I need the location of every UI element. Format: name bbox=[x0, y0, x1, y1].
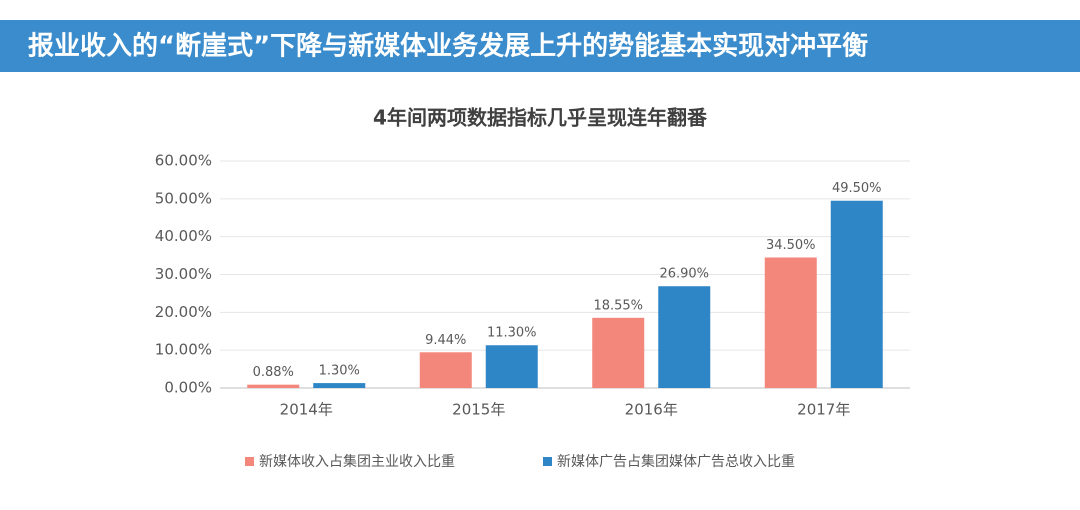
bar bbox=[592, 317, 645, 388]
value-label: 0.88% bbox=[253, 365, 294, 380]
y-tick-label: 50.00% bbox=[155, 189, 212, 207]
y-tick-label: 0.00% bbox=[164, 379, 212, 397]
y-tick-label: 10.00% bbox=[155, 341, 212, 359]
bar bbox=[247, 384, 300, 388]
x-tick-label: 2017年 bbox=[797, 401, 850, 419]
value-label: 11.30% bbox=[487, 326, 537, 341]
x-tick-label: 2016年 bbox=[625, 401, 678, 419]
x-tick-label: 2015年 bbox=[452, 401, 505, 419]
y-tick-label: 20.00% bbox=[155, 303, 212, 321]
value-label: 9.44% bbox=[425, 333, 466, 348]
x-tick-label: 2014年 bbox=[280, 401, 333, 419]
value-label: 34.50% bbox=[766, 238, 816, 253]
value-label: 26.90% bbox=[659, 267, 709, 282]
y-tick-label: 40.00% bbox=[155, 227, 212, 245]
bar bbox=[419, 352, 472, 388]
legend-label: 新媒体收入占集团主业收入比重 bbox=[259, 453, 455, 470]
bar bbox=[764, 257, 817, 388]
value-label: 49.50% bbox=[832, 181, 882, 196]
chart-title: 4年间两项数据指标几乎呈现连年翻番 bbox=[373, 106, 708, 130]
legend-swatch bbox=[543, 457, 552, 466]
y-tick-label: 30.00% bbox=[155, 265, 212, 283]
bar bbox=[485, 345, 538, 388]
y-tick-label: 60.00% bbox=[155, 152, 212, 170]
value-label: 18.55% bbox=[593, 298, 643, 313]
header-banner bbox=[0, 20, 1080, 72]
header-title: 报业收入的“断崖式”下降与新媒体业务发展上升的势能基本实现对冲平衡 bbox=[28, 31, 868, 62]
legend-swatch bbox=[245, 457, 254, 466]
bar bbox=[658, 286, 711, 388]
value-label: 1.30% bbox=[319, 364, 360, 379]
bar bbox=[830, 200, 883, 388]
legend-label: 新媒体广告占集团媒体广告总收入比重 bbox=[557, 453, 795, 470]
bar bbox=[313, 383, 366, 388]
